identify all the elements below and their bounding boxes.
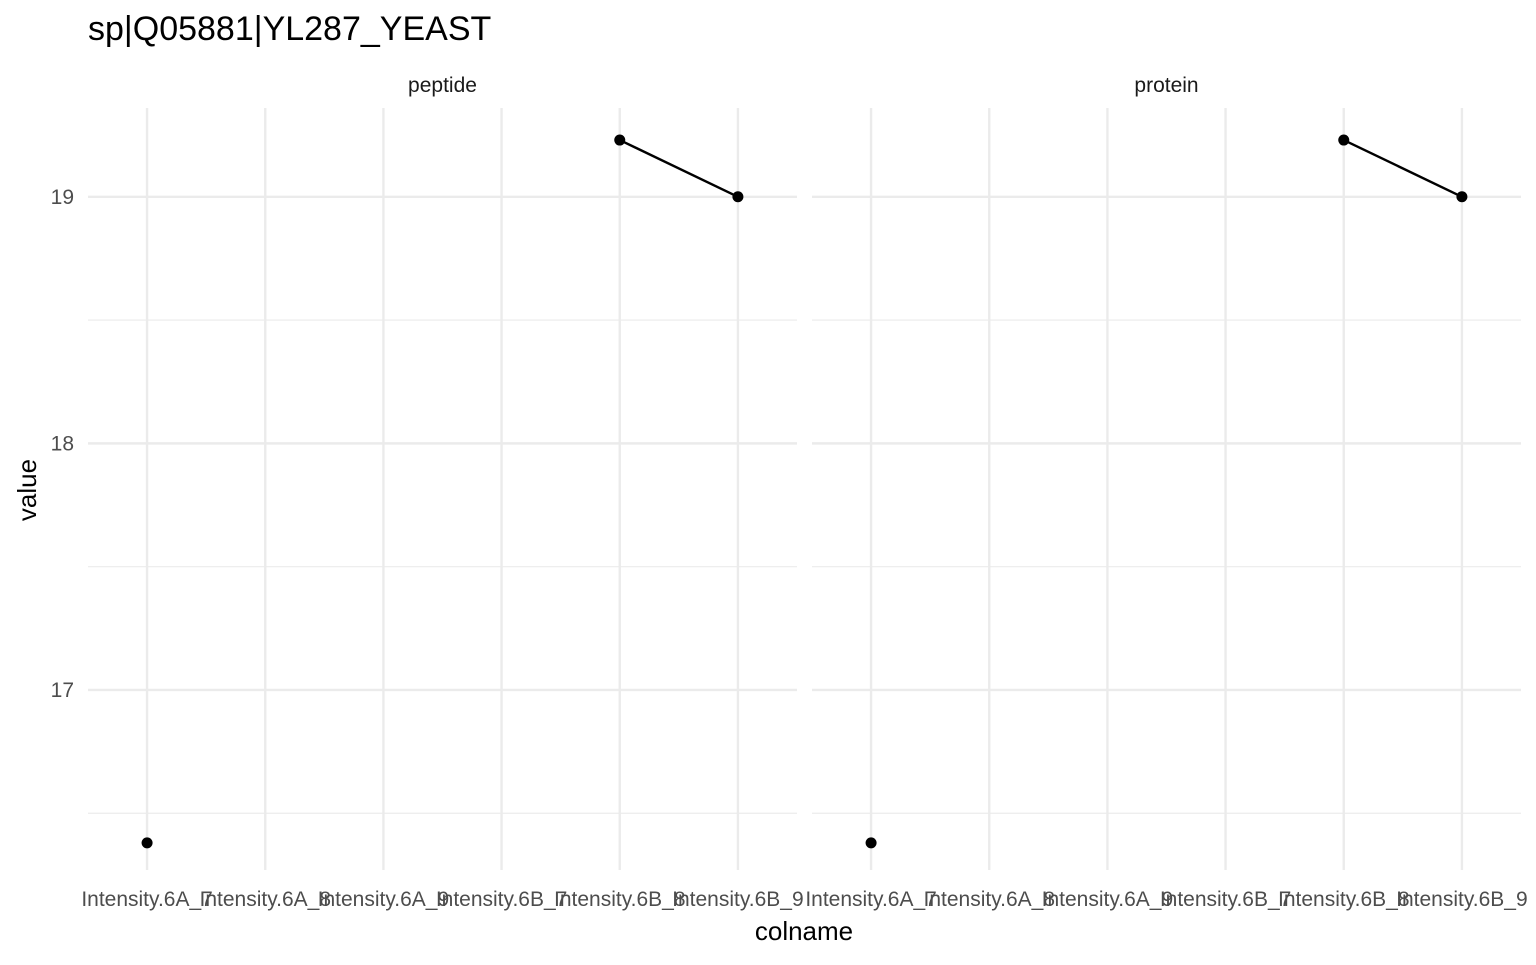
x-tick-label: Intensity.6B_8	[1278, 888, 1410, 911]
x-tick-label: Intensity.6A_9	[318, 888, 450, 911]
y-tick-label: 19	[51, 186, 74, 209]
series-line-segment	[1343, 138, 1463, 198]
x-tick-label: Intensity.6A_7	[805, 888, 937, 911]
data-point	[1456, 191, 1468, 203]
y-axis-title: value	[12, 459, 42, 521]
facet-panel-protein: proteinIntensity.6A_7Intensity.6A_8Inten…	[805, 74, 1527, 911]
data-point	[141, 837, 153, 849]
x-tick-label: Intensity.6B_7	[1160, 888, 1292, 911]
x-tick-label: Intensity.6A_9	[1042, 888, 1174, 911]
x-tick-label: Intensity.6A_8	[199, 888, 331, 911]
chart-title: sp|Q05881|YL287_YEAST	[88, 10, 491, 48]
facet-strip-label: peptide	[408, 74, 477, 97]
data-point	[732, 191, 744, 203]
x-tick-label: Intensity.6A_7	[81, 888, 213, 911]
x-axis-title: colname	[755, 916, 853, 946]
y-tick-label: 18	[51, 432, 74, 455]
x-tick-label: Intensity.6B_8	[554, 888, 686, 911]
facet-panels: peptideIntensity.6A_7Intensity.6A_8Inten…	[51, 74, 1528, 911]
data-point	[614, 134, 626, 146]
data-point	[1338, 134, 1350, 146]
series-line-segment	[619, 138, 739, 198]
data-point	[865, 837, 877, 849]
x-tick-label: Intensity.6A_8	[923, 888, 1055, 911]
facet-panel-peptide: peptideIntensity.6A_7Intensity.6A_8Inten…	[51, 74, 804, 911]
x-tick-label: Intensity.6B_9	[672, 888, 804, 911]
facet-strip-label: protein	[1134, 74, 1198, 97]
x-tick-label: Intensity.6B_7	[436, 888, 568, 911]
y-tick-label: 17	[51, 679, 74, 702]
x-tick-label: Intensity.6B_9	[1396, 888, 1528, 911]
